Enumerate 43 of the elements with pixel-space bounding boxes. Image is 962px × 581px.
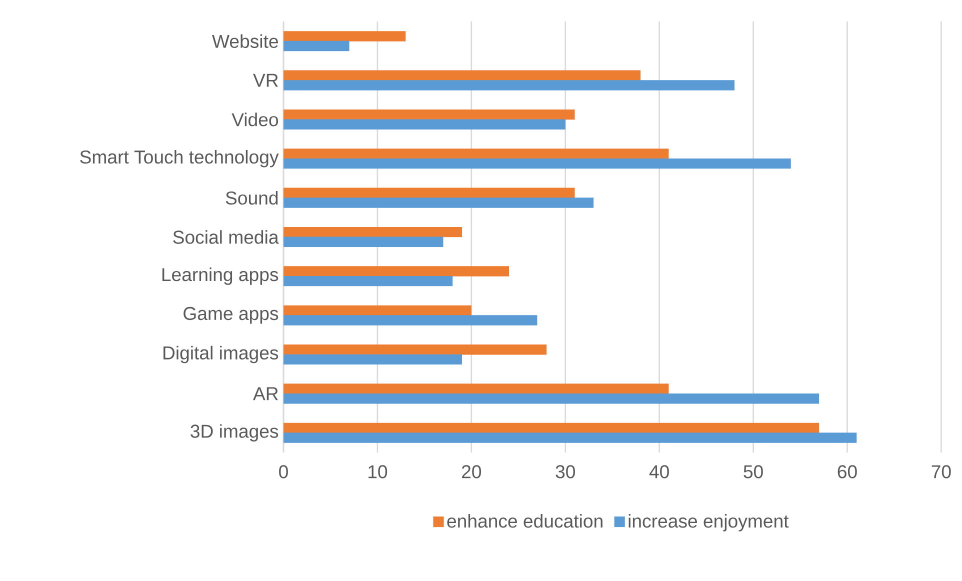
x-tick-label: 30: [556, 465, 575, 478]
y-tick-label: Video: [232, 112, 278, 126]
bar: [284, 422, 820, 434]
y-tick-label: Digital images: [164, 346, 278, 364]
x-tick-label: 60: [838, 465, 857, 478]
bar: [284, 80, 734, 90]
y-tick-label: AR: [253, 387, 278, 400]
bar: [284, 70, 641, 81]
y-tick-label: 3D images: [190, 424, 278, 442]
bar: [284, 432, 857, 443]
bar: [284, 227, 462, 238]
bar: [284, 344, 547, 355]
bar: [284, 158, 791, 169]
legend-label: enhance education: [447, 514, 602, 528]
y-tick-label: Website: [212, 34, 278, 48]
bar: [284, 354, 462, 365]
x-tick-label: 70: [932, 465, 951, 478]
y-tick-label: Game apps: [184, 306, 278, 324]
bar: [284, 31, 406, 42]
x-tick-label: 40: [649, 465, 669, 478]
x-tick-label: 50: [744, 465, 763, 478]
x-tick-label: 10: [368, 465, 388, 478]
x-tick-label: 0: [279, 465, 288, 478]
bar: [284, 109, 575, 120]
y-tick-label: VR: [253, 74, 278, 87]
bar: [284, 276, 453, 286]
bar: [284, 188, 575, 198]
legend-label: increase enjoyment: [628, 514, 789, 532]
bar: [284, 384, 669, 394]
y-tick-label: Learning apps: [162, 268, 278, 285]
bar: [284, 266, 509, 276]
bar: [284, 198, 594, 208]
bar: [284, 394, 820, 404]
bar: [284, 148, 669, 159]
bar: [284, 305, 472, 316]
y-tick-label: Sound: [226, 191, 278, 205]
x-tick-label: 20: [462, 465, 482, 478]
bar: [284, 315, 538, 326]
y-tick-label: Social media: [173, 230, 279, 244]
bar: [284, 119, 566, 130]
y-tick-label: Smart Touch technology: [80, 150, 279, 168]
bar: [284, 40, 350, 52]
bar: [284, 236, 444, 248]
